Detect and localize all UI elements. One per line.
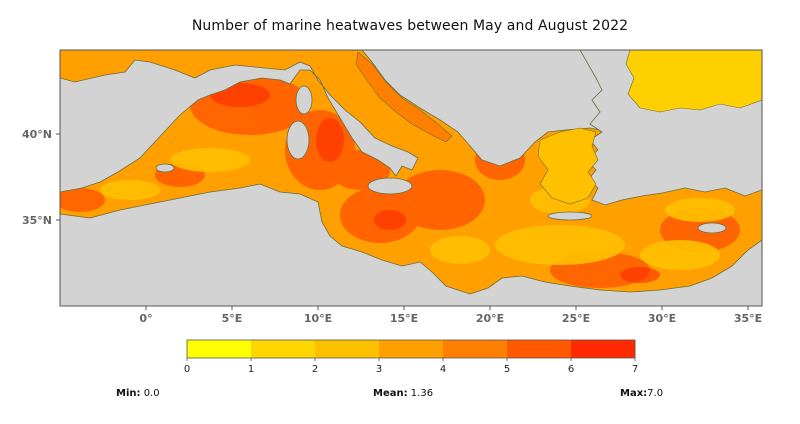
aegean-sea xyxy=(537,127,599,205)
lon-label-20e: 20°E xyxy=(476,312,504,325)
stat-min: Min: 0.0 xyxy=(116,388,160,399)
balearic-island xyxy=(155,163,175,173)
colorbar-ticks: 0 1 2 3 4 5 6 7 xyxy=(184,358,638,375)
colorbar-tick-label: 2 xyxy=(312,364,318,375)
stat-max-label: Max: xyxy=(620,388,648,399)
stat-min-label: Min: xyxy=(116,388,141,399)
lon-label-0: 0° xyxy=(139,312,152,325)
lon-label-25e: 25°E xyxy=(562,312,590,325)
colorbar-tick-label: 5 xyxy=(504,364,510,375)
colorbar-swatch xyxy=(315,340,380,358)
stat-mean-label: Mean: xyxy=(373,388,408,399)
lon-label-5e: 5°E xyxy=(222,312,243,325)
colorbar-swatches xyxy=(186,339,636,359)
colorbar-swatch xyxy=(379,340,444,358)
colorbar-swatch xyxy=(571,340,636,358)
europe-land xyxy=(60,50,419,193)
corsica-island xyxy=(295,85,313,115)
lon-tick-marks xyxy=(145,306,749,310)
lat-label-35n: 35°N xyxy=(22,214,52,227)
stat-mean-value: 1.36 xyxy=(410,388,434,399)
colorbar-tick-label: 1 xyxy=(248,364,254,375)
colorbar-swatch xyxy=(187,340,252,358)
map-frame xyxy=(59,49,763,307)
stat-mean: Mean: 1.36 xyxy=(373,388,433,399)
north-africa-land xyxy=(60,183,762,306)
lat-tick-marks xyxy=(56,133,60,221)
lon-label-15e: 15°E xyxy=(390,312,418,325)
colorbar-border xyxy=(186,339,636,359)
cyprus-island xyxy=(697,222,727,234)
sicily-island xyxy=(367,177,413,195)
colorbar-tick-label: 3 xyxy=(376,364,382,375)
colorbar-tick-label: 0 xyxy=(184,364,190,375)
map-title: Number of marine heatwaves between May a… xyxy=(191,18,629,34)
lon-label-30e: 30°E xyxy=(648,312,676,325)
lon-label-35e: 35°E xyxy=(734,312,762,325)
colorbar-swatch xyxy=(251,340,316,358)
cool-regions xyxy=(100,148,735,270)
colorbar-swatch xyxy=(507,340,572,358)
crete-island xyxy=(547,211,593,221)
colorbar-swatch xyxy=(443,340,508,358)
colorbar-tick-label: 7 xyxy=(632,364,638,375)
lat-label-40n: 40°N xyxy=(22,128,52,141)
stat-max-value: 7.0 xyxy=(647,388,664,399)
colorbar-tick-label: 6 xyxy=(568,364,574,375)
stat-min-value: 0.0 xyxy=(143,388,160,399)
black-sea xyxy=(625,50,762,113)
adriatic-sea xyxy=(355,51,453,143)
lon-label-10e: 10°E xyxy=(304,312,332,325)
sardinia-island xyxy=(286,120,310,160)
colorbar-tick-label: 4 xyxy=(440,364,446,375)
stat-max: Max:7.0 xyxy=(620,388,663,399)
